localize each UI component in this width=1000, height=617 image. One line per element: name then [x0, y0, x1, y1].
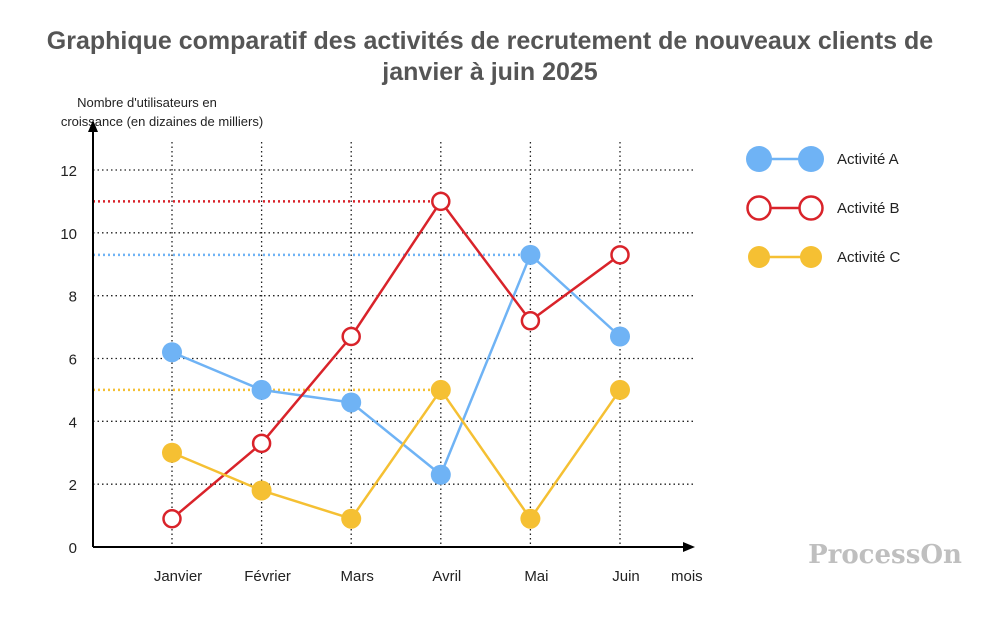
data-point-3-avril	[430, 379, 451, 400]
y-tick-label-6: 6	[69, 352, 77, 369]
data-point-3-février	[251, 480, 272, 501]
data-point-2-juin	[610, 245, 630, 265]
data-point-3-mai	[520, 508, 541, 529]
data-point-1-mai	[520, 244, 541, 265]
data-point-3-juin	[610, 379, 630, 400]
series-line-2	[171, 200, 621, 520]
y-tick-label-10: 10	[60, 226, 77, 243]
legend-marker-1-1	[746, 146, 772, 172]
data-point-3-mars	[341, 508, 362, 529]
x-axis-label: mois	[671, 568, 703, 585]
data-point-1-janvier	[162, 342, 182, 363]
series-2	[162, 191, 630, 529]
legend-marker-3-1	[748, 246, 770, 268]
data-point-1-juin	[610, 326, 630, 347]
legend-marker-2-2	[798, 195, 824, 221]
axes: Nombre d'utilisateurs en croissance (en …	[60, 95, 702, 585]
x-tick-label-février: Février	[244, 568, 291, 585]
y-axis-label-line-1: Nombre d'utilisateurs en	[77, 95, 217, 110]
reference-lines	[93, 200, 531, 392]
legend-item-1: Activité A	[746, 146, 899, 172]
y-tick-label-8: 8	[69, 289, 77, 306]
series-line-3	[171, 388, 622, 520]
y-axis-arrow	[88, 120, 98, 132]
chart-title: Graphique comparatif des activités de re…	[46, 27, 934, 86]
data-point-2-février	[251, 433, 272, 454]
y-tick-label-4: 4	[69, 414, 77, 431]
series-3	[162, 379, 630, 529]
processon-watermark: ProcessOn	[808, 540, 962, 570]
y-tick-label-12: 12	[60, 163, 77, 180]
series-1	[162, 244, 630, 485]
x-tick-label-juin: Juin	[612, 568, 640, 585]
x-tick-label-mai: Mai	[524, 568, 548, 585]
data-point-1-mars	[341, 392, 362, 413]
legend-marker-1-2	[798, 146, 824, 172]
legend-label-3: Activité C	[837, 249, 901, 266]
data-point-1-avril	[430, 464, 451, 485]
x-tick-label-janvier: Janvier	[154, 568, 202, 585]
data-point-1-février	[251, 379, 272, 400]
x-tick-label-mars: Mars	[341, 568, 374, 585]
legend-marker-3-2	[800, 246, 822, 268]
y-tick-label-2: 2	[69, 477, 77, 494]
x-axis-arrow	[683, 542, 695, 552]
legend-marker-2-1	[746, 195, 772, 221]
series	[162, 191, 630, 529]
data-point-2-avril	[431, 191, 451, 212]
data-point-2-janvier	[162, 508, 182, 529]
data-point-2-mars	[341, 326, 361, 347]
legend-label-2: Activité B	[837, 200, 900, 217]
legend-item-3: Activité C	[748, 246, 901, 268]
x-tick-label-avril: Avril	[432, 568, 461, 585]
legend-label-1: Activité A	[837, 151, 899, 168]
data-point-3-janvier	[162, 442, 182, 463]
data-point-2-mai	[520, 311, 541, 331]
y-tick-label-0: 0	[69, 540, 77, 557]
legend-item-2: Activité B	[746, 195, 900, 221]
series-line-1	[171, 253, 621, 476]
legend: Activité A Activité B Activité C	[746, 146, 901, 268]
grid	[93, 142, 695, 547]
y-axis-label-line-2: croissance (en dizaines de milliers)	[61, 114, 263, 129]
